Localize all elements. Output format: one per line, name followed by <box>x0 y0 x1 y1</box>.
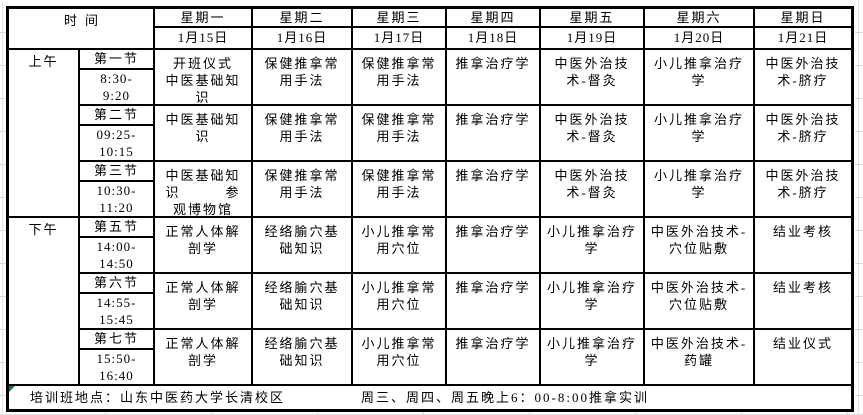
day-header-tue: 星期二 <box>253 9 353 28</box>
session-time-cell: 15:50- 16:40 <box>80 350 155 386</box>
course-cell: 中医外治技术-督灸 <box>541 50 645 106</box>
course-cell: 推拿治疗学 <box>447 106 541 162</box>
excel-gridline-vertical-right <box>858 0 859 415</box>
course-cell: 开班仪式 中医基础知识 <box>155 50 253 106</box>
course-cell: 小儿推拿治疗学 <box>645 162 755 218</box>
course-cell: 中医基础知识 <box>155 106 253 162</box>
course-cell: 小儿推拿常用穴位 <box>353 274 447 330</box>
course-cell: 中医外治技术-脐疗 <box>755 50 851 106</box>
course-cell: 结业仪式 <box>755 330 851 386</box>
course-cell: 中医外治技术-穴位贴敷 <box>645 274 755 330</box>
date-cell-fri: 1月19日 <box>541 28 645 50</box>
course-cell: 中医外治技术-督灸 <box>541 162 645 218</box>
course-cell: 保健推拿常用手法 <box>253 50 353 106</box>
course-cell: 保健推拿常用手法 <box>353 106 447 162</box>
course-cell: 中医外治技术-督灸 <box>541 106 645 162</box>
date-cell-tue: 1月16日 <box>253 28 353 50</box>
session-time-cell: 10:30- 11:20 <box>80 182 155 218</box>
course-cell: 小儿推拿治疗学 <box>541 330 645 386</box>
course-cell: 推拿治疗学 <box>447 274 541 330</box>
session-time-cell: 14:00- 14:50 <box>80 238 155 274</box>
day-header-mon: 星期一 <box>155 9 253 28</box>
course-cell: 小儿推拿治疗学 <box>645 50 755 106</box>
course-cell: 小儿推拿常用穴位 <box>353 218 447 274</box>
date-cell-sat: 1月20日 <box>645 28 755 50</box>
error-flag-icon <box>9 386 15 392</box>
course-cell: 正常人体解剖学 <box>155 274 253 330</box>
course-cell: 推拿治疗学 <box>447 330 541 386</box>
course-cell: 保健推拿常用手法 <box>253 162 353 218</box>
morning-label-cell: 上午 <box>9 50 80 218</box>
time-header-cell: 时间 <box>9 9 155 50</box>
day-header-sun: 星期日 <box>755 9 851 28</box>
day-header-sat: 星期六 <box>645 9 755 28</box>
date-cell-thu: 1月18日 <box>447 28 541 50</box>
session-label-cell: 第七节 <box>80 330 155 350</box>
excel-gridlines-right <box>855 0 863 415</box>
session-label-cell: 第六节 <box>80 274 155 294</box>
session-time-cell: 14:55- 15:45 <box>80 294 155 330</box>
course-cell: 推拿治疗学 <box>447 50 541 106</box>
course-cell: 小儿推拿治疗学 <box>541 274 645 330</box>
course-cell: 经络腧穴基础知识 <box>253 218 353 274</box>
excel-gridline-vertical-left <box>2 0 3 415</box>
course-cell: 保健推拿常用手法 <box>353 50 447 106</box>
course-cell: 中医外治技术-脐疗 <box>755 162 851 218</box>
date-cell-mon: 1月15日 <box>155 28 253 50</box>
course-cell: 中医外治技术-药罐 <box>645 330 755 386</box>
session-time-cell: 09:25- 10:15 <box>80 126 155 162</box>
course-cell: 推拿治疗学 <box>447 218 541 274</box>
afternoon-label-cell: 下午 <box>9 218 80 386</box>
session-label-cell: 第三节 <box>80 162 155 182</box>
course-cell: 中医外治技术-脐疗 <box>755 106 851 162</box>
course-cell: 小儿推拿治疗学 <box>541 218 645 274</box>
day-header-wed: 星期三 <box>353 9 447 28</box>
course-cell: 保健推拿常用手法 <box>353 162 447 218</box>
course-cell: 正常人体解剖学 <box>155 218 253 274</box>
note-text: 周三、周四、周五晚上6：00-8:00推拿实训 <box>361 389 649 405</box>
location-text: 培训班地点：山东中医药大学长清校区 <box>30 389 286 405</box>
day-header-thu: 星期四 <box>447 9 541 28</box>
course-cell: 结业考核 <box>755 218 851 274</box>
session-time-cell: 8:30- 9:20 <box>80 70 155 106</box>
session-label-cell: 第五节 <box>80 218 155 238</box>
session-label-cell: 第一节 <box>80 50 155 70</box>
course-cell: 小儿推拿常用穴位 <box>353 330 447 386</box>
course-cell: 保健推拿常用手法 <box>253 106 353 162</box>
course-cell: 经络腧穴基础知识 <box>253 274 353 330</box>
excel-gridlines-bottom <box>0 412 863 415</box>
day-header-fri: 星期五 <box>541 9 645 28</box>
course-cell: 推拿治疗学 <box>447 162 541 218</box>
course-cell: 中医外治技术-穴位贴敷 <box>645 218 755 274</box>
course-cell: 结业考核 <box>755 274 851 330</box>
excel-gridlines-left <box>0 0 6 415</box>
course-cell: 中医基础知识 参观博物馆 <box>155 162 253 218</box>
date-cell-wed: 1月17日 <box>353 28 447 50</box>
footer-cell: 培训班地点：山东中医药大学长清校区 周三、周四、周五晚上6：00-8:00推拿实… <box>9 386 851 409</box>
course-cell: 经络腧穴基础知识 <box>253 330 353 386</box>
timetable: 时间 星期一 星期二 星期三 星期四 星期五 星期六 星期日 1月15日 1月1… <box>6 6 854 412</box>
date-cell-sun: 1月21日 <box>755 28 851 50</box>
course-cell: 小儿推拿治疗学 <box>645 106 755 162</box>
session-label-cell: 第二节 <box>80 106 155 126</box>
course-cell: 正常人体解剖学 <box>155 330 253 386</box>
